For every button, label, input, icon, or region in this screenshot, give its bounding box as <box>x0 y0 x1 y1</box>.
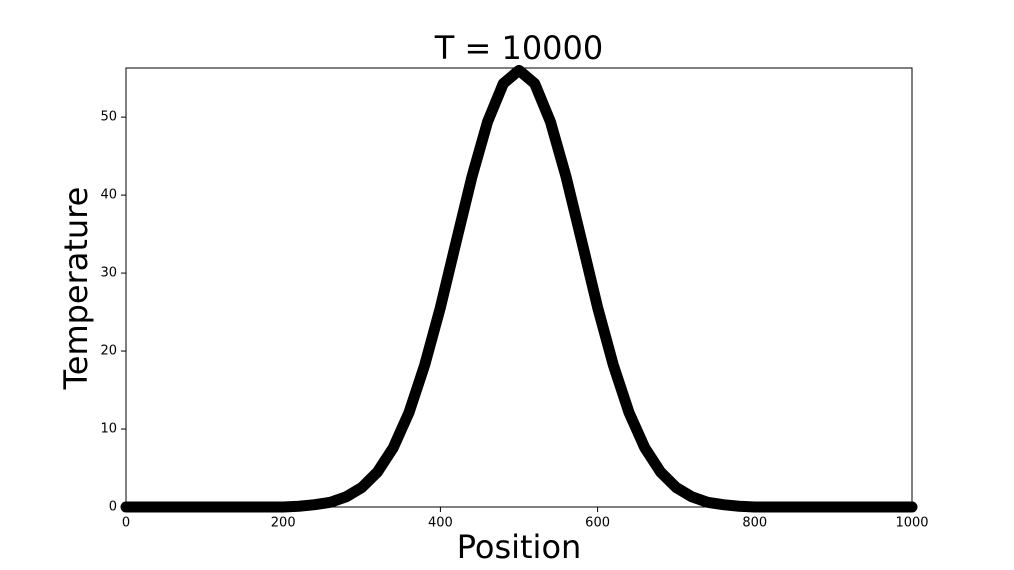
y-tick-label: 10 <box>100 422 117 437</box>
plot-frame <box>125 67 913 508</box>
y-axis-label: Temperature <box>57 187 95 391</box>
x-tick-label: 600 <box>585 516 610 531</box>
x-tick-label: 800 <box>742 516 767 531</box>
y-tick-label: 20 <box>100 344 117 359</box>
y-tick-label: 0 <box>109 500 117 515</box>
x-tick-label: 1000 <box>895 516 928 531</box>
data-line <box>120 64 918 513</box>
x-tick-label: 400 <box>428 516 453 531</box>
chart-title: T = 10000 <box>434 29 604 67</box>
x-tick-label: 200 <box>271 516 296 531</box>
x-axis-label: Position <box>457 528 582 566</box>
y-tick-label: 30 <box>100 266 117 281</box>
y-tick-label: 40 <box>100 188 117 203</box>
x-tick-label: 0 <box>122 516 130 531</box>
y-tick-label: 50 <box>100 110 117 125</box>
